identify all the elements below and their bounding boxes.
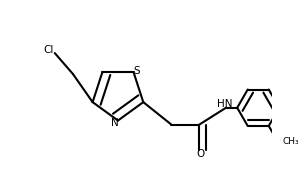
Text: O: O (197, 149, 205, 159)
Text: S: S (134, 66, 140, 76)
Text: CH₃: CH₃ (283, 137, 300, 146)
Text: Cl: Cl (43, 45, 54, 55)
Text: HN: HN (217, 99, 232, 109)
Text: N: N (111, 118, 119, 128)
